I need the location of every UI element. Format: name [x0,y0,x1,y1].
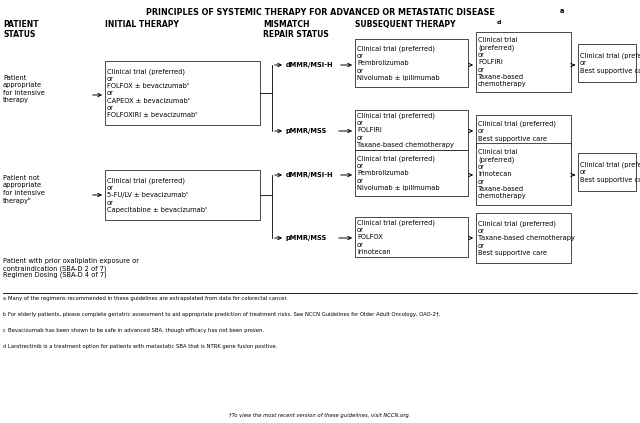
Text: Clinical trial
(preferred)
or
Irinotecan
or
Taxane-based
chemotherapy: Clinical trial (preferred) or Irinotecan… [478,149,527,199]
Text: Larotrectinib is a treatment option for patients with metastatic SBA that is NTR: Larotrectinib is a treatment option for … [8,344,277,349]
Text: dMMR/MSI-H: dMMR/MSI-H [286,62,333,68]
Text: MISMATCH
REPAIR STATUS: MISMATCH REPAIR STATUS [263,20,329,39]
Text: a: a [3,296,6,301]
Bar [105,61,260,125]
Bar [476,213,571,263]
Text: Clinical trial (preferred)
or
Best supportive care: Clinical trial (preferred) or Best suppo… [478,121,556,142]
Text: c: c [3,328,6,333]
Text: Clinical trial (preferred)
or
FOLFIRI
or
Taxane-based chemotherapy: Clinical trial (preferred) or FOLFIRI or… [357,112,454,148]
Bar [476,32,571,92]
Text: Clinical trial (preferred)
or
Pembrolizumab
or
Nivolumab ± ipilimumab: Clinical trial (preferred) or Pembrolizu… [357,45,440,81]
Text: Clinical trial (preferred)
or
Pembrolizumab
or
Nivolumab ± ipilimumab: Clinical trial (preferred) or Pembrolizu… [357,155,440,191]
Text: Clinical trial (preferred)
or
FOLFOX ± bevacizumabᶜ
or
CAPEOX ± bevacizumabᶜ
or
: Clinical trial (preferred) or FOLFOX ± b… [107,68,198,118]
Bar [476,115,571,147]
Text: b: b [3,312,6,317]
Text: Clinical trial (preferred)
or
FOLFOX
or
Irinotecan: Clinical trial (preferred) or FOLFOX or … [357,219,435,255]
Bar [105,170,260,220]
Text: Clinical trial (preferred)
or
Best supportive care: Clinical trial (preferred) or Best suppo… [580,52,640,74]
Text: Regimen Dosing (SBA-D 4 of 7): Regimen Dosing (SBA-D 4 of 7) [3,271,107,277]
Text: Patient not
appropriate
for intensive
therapyᵇ: Patient not appropriate for intensive th… [3,175,45,204]
Text: d: d [497,20,501,25]
Text: PRINCIPLES OF SYSTEMIC THERAPY FOR ADVANCED OR METASTATIC DISEASE: PRINCIPLES OF SYSTEMIC THERAPY FOR ADVAN… [146,8,494,17]
Text: pMMR/MSS: pMMR/MSS [286,235,327,241]
Bar [355,39,468,87]
Bar [355,217,468,257]
Text: Clinical trial (preferred)
or
Best supportive care: Clinical trial (preferred) or Best suppo… [580,162,640,182]
Text: Bevacizumab has been shown to be safe in advanced SBA, though efficacy has not b: Bevacizumab has been shown to be safe in… [8,328,264,333]
Text: PATIENT
STATUS: PATIENT STATUS [3,20,38,39]
Bar [355,110,468,150]
Text: For elderly patients, please complete geriatric assessment to aid appropriate pr: For elderly patients, please complete ge… [8,312,440,317]
Text: Patient with prior oxaliplatin exposure or
contraindication (SBA-D 2 of 7): Patient with prior oxaliplatin exposure … [3,258,139,272]
Text: Clinical trial (preferred)
or
Taxane-based chemotherapy
or
Best supportive care: Clinical trial (preferred) or Taxane-bas… [478,220,575,256]
Text: †To view the most recent version of these guidelines, visit NCCN.org.: †To view the most recent version of thes… [229,413,411,418]
Text: dMMR/MSI-H: dMMR/MSI-H [286,172,333,178]
Bar [578,44,636,82]
Text: d: d [3,344,6,349]
Bar [476,143,571,205]
Text: pMMR/MSS: pMMR/MSS [286,128,327,134]
Text: a: a [560,8,564,14]
Text: Clinical trial (preferred)
or
5-FU/LV ± bevacizumabᶜ
or
Capecitabine ± bevacizum: Clinical trial (preferred) or 5-FU/LV ± … [107,177,207,213]
Text: Patient
appropriate
for intensive
therapy: Patient appropriate for intensive therap… [3,75,45,103]
Text: Many of the regimens recommended in these guidelines are extrapolated from data : Many of the regimens recommended in thes… [8,296,288,301]
Text: INITIAL THERAPY: INITIAL THERAPY [105,20,179,29]
Bar [355,150,468,196]
Bar [578,153,636,191]
Text: Clinical trial
(preferred)
or
FOLFIRI
or
Taxane-based
chemotherapy: Clinical trial (preferred) or FOLFIRI or… [478,37,527,87]
Text: SUBSEQUENT THERAPY: SUBSEQUENT THERAPY [355,20,456,29]
